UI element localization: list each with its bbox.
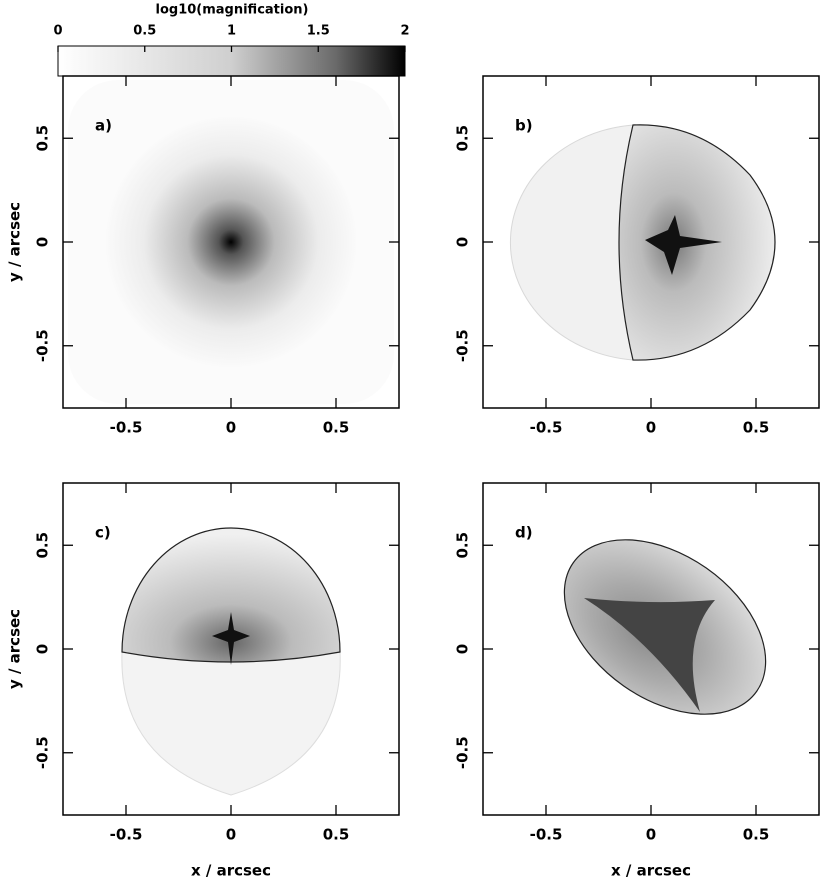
colorbar-tick-label: 0: [53, 24, 62, 39]
y-tick-label: -0.5: [34, 736, 52, 769]
colorbar-tick-label: 1: [227, 24, 236, 39]
x-tick-label: 0.5: [323, 419, 350, 437]
magnification-image: [106, 117, 356, 367]
colorbar-tick-label: 2: [400, 24, 409, 39]
x-tick-label: 0: [646, 826, 656, 844]
x-axis-label: x / arcsec: [611, 862, 691, 880]
y-tick-label: -0.5: [34, 329, 52, 362]
magnification-image: [121, 527, 341, 663]
panel-label: d): [515, 524, 533, 542]
x-tick-label: -0.5: [530, 419, 563, 437]
magnification-image: [509, 124, 634, 361]
caustic: [584, 598, 715, 712]
y-tick-label: 0: [34, 644, 52, 654]
y-tick-label: 0: [454, 644, 472, 654]
magnification-image: [121, 651, 341, 796]
caustic: [645, 215, 722, 275]
y-tick-label: -0.5: [454, 736, 472, 769]
panel-label: a): [95, 117, 112, 135]
colorbar-tick-label: 0.5: [133, 24, 156, 39]
y-axis-label: y / arcsec: [6, 202, 24, 282]
x-tick-label: 0.5: [323, 826, 350, 844]
x-tick-label: 0.5: [743, 419, 770, 437]
y-tick-label: 0.5: [454, 125, 472, 152]
x-axis-label: x / arcsec: [191, 862, 271, 880]
y-tick-label: -0.5: [454, 329, 472, 362]
y-tick-label: 0: [454, 237, 472, 247]
panel-label: c): [95, 524, 111, 542]
x-tick-label: 0: [646, 419, 656, 437]
y-axis-label: y / arcsec: [6, 609, 24, 689]
colorbar-tick-label: 1.5: [307, 24, 330, 39]
y-tick-label: 0.5: [34, 532, 52, 559]
x-tick-label: 0.5: [743, 826, 770, 844]
y-tick-label: 0: [34, 237, 52, 247]
x-tick-label: 0: [226, 826, 236, 844]
panel-label: b): [515, 117, 533, 135]
x-tick-label: -0.5: [110, 826, 143, 844]
colorbar-label: log10(magnification): [156, 3, 309, 18]
x-tick-label: -0.5: [530, 826, 563, 844]
x-tick-label: -0.5: [110, 419, 143, 437]
x-tick-label: 0: [226, 419, 236, 437]
y-tick-label: 0.5: [454, 532, 472, 559]
caustic: [212, 612, 250, 665]
y-tick-label: 0.5: [34, 125, 52, 152]
